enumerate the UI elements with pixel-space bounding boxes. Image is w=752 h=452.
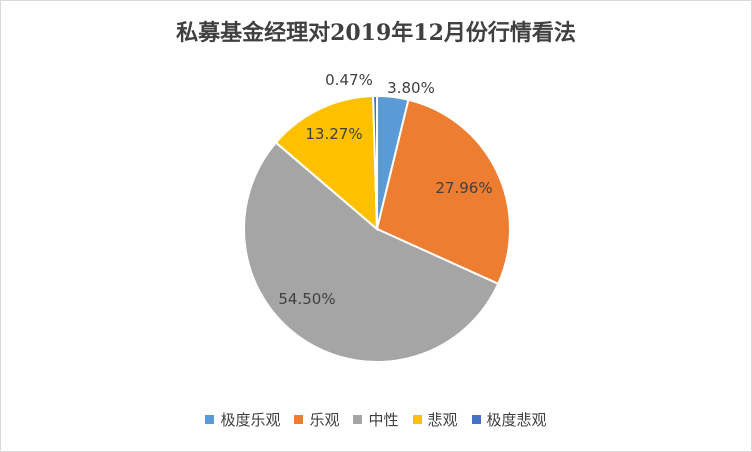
- legend-label: 乐观: [309, 411, 340, 429]
- legend-label: 极度悲观: [486, 411, 547, 429]
- legend-item-1: 乐观: [294, 409, 339, 430]
- legend-item-2: 中性: [353, 409, 399, 430]
- slice-label-3: 13.27%: [305, 125, 362, 143]
- legend-item-3: 悲观: [412, 409, 458, 430]
- legend-label: 悲观: [427, 411, 458, 429]
- legend-label: 中性: [368, 411, 399, 429]
- slice-label-1: 27.96%: [435, 179, 492, 197]
- slice-label-2: 54.50%: [278, 290, 335, 308]
- pie-slice-3: [274, 95, 379, 232]
- legend-item-4: 极度悲观: [471, 409, 547, 430]
- legend-swatch: [412, 415, 422, 424]
- legend-item-0: 极度乐观: [205, 409, 280, 430]
- chart-title: 私募基金经理对2019年12月份行情看法: [176, 20, 576, 46]
- pie-slice-1: [375, 98, 511, 286]
- pie-chart: 3.80% 27.96% 54.50% 13.27% 0.47%: [243, 71, 511, 363]
- legend: 极度乐观 乐观 中性 悲观 极度悲观: [1, 409, 751, 430]
- slice-label-4: 0.47%: [325, 71, 373, 89]
- legend-swatch: [205, 415, 215, 424]
- pie-slice-4: [372, 94, 378, 230]
- legend-label: 极度乐观: [220, 411, 281, 429]
- pie-slice-2: [243, 141, 500, 363]
- slice-label-0: 3.80%: [387, 79, 435, 97]
- legend-swatch: [353, 415, 363, 424]
- legend-swatch: [294, 415, 304, 424]
- legend-swatch: [471, 415, 481, 424]
